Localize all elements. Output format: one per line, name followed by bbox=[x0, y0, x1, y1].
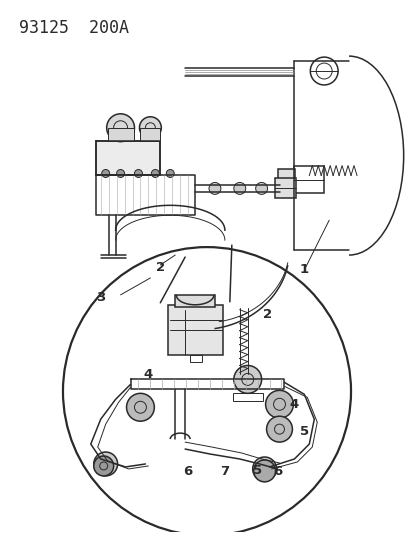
Text: 1: 1 bbox=[299, 263, 308, 277]
Text: 7: 7 bbox=[220, 465, 229, 479]
Circle shape bbox=[310, 57, 337, 85]
Bar bbox=[277, 168, 295, 190]
Bar bbox=[140, 128, 160, 141]
Bar bbox=[175, 295, 214, 307]
Circle shape bbox=[265, 390, 293, 418]
Text: 4: 4 bbox=[143, 368, 153, 381]
Circle shape bbox=[255, 182, 267, 195]
Circle shape bbox=[166, 169, 174, 177]
Bar bbox=[294, 166, 323, 193]
Circle shape bbox=[209, 182, 221, 195]
Circle shape bbox=[233, 366, 261, 393]
Text: 5: 5 bbox=[299, 425, 308, 438]
Bar bbox=[190, 354, 202, 362]
Circle shape bbox=[134, 169, 142, 177]
Bar bbox=[232, 393, 262, 401]
Text: 3: 3 bbox=[96, 292, 105, 304]
Text: 6: 6 bbox=[183, 465, 192, 479]
Text: 6: 6 bbox=[272, 465, 282, 479]
Circle shape bbox=[253, 460, 275, 482]
Bar bbox=[107, 128, 134, 141]
Circle shape bbox=[102, 169, 109, 177]
Text: 4: 4 bbox=[289, 398, 298, 411]
Circle shape bbox=[93, 456, 113, 476]
Text: 5: 5 bbox=[252, 464, 261, 478]
Text: 2: 2 bbox=[155, 262, 164, 274]
Circle shape bbox=[139, 117, 161, 139]
Circle shape bbox=[252, 457, 276, 481]
Bar bbox=[274, 179, 296, 198]
Bar bbox=[95, 141, 160, 175]
Text: 2: 2 bbox=[262, 308, 271, 321]
Circle shape bbox=[233, 182, 245, 195]
Circle shape bbox=[116, 169, 124, 177]
Circle shape bbox=[126, 393, 154, 421]
Circle shape bbox=[151, 169, 159, 177]
Circle shape bbox=[107, 114, 134, 142]
Circle shape bbox=[93, 452, 117, 476]
Bar bbox=[168, 305, 222, 354]
Text: 93125  200A: 93125 200A bbox=[19, 19, 129, 37]
Circle shape bbox=[63, 247, 350, 533]
Circle shape bbox=[266, 416, 292, 442]
